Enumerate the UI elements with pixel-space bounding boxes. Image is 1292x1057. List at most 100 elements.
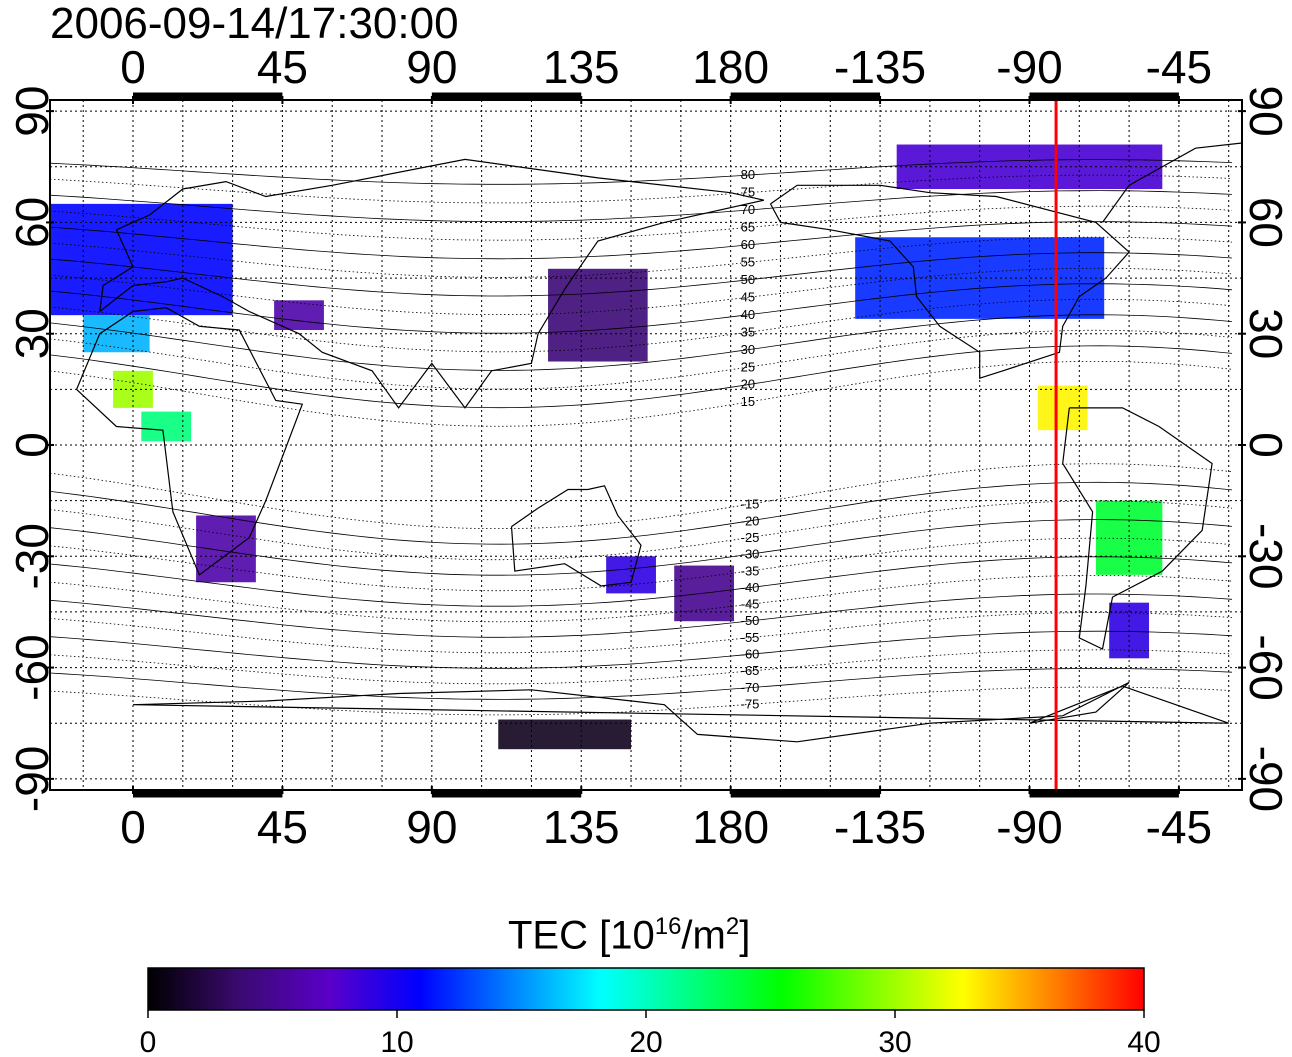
contour-labels: 80 75 70 65 60 55 50 45 40 35 30 25 20 15 -15-20 -25 -30…	[741, 167, 760, 711]
contour-line	[50, 667, 1233, 700]
contour-line	[50, 361, 1233, 427]
y-tick-label-left: -60	[6, 634, 58, 700]
contour-label: -40	[741, 580, 760, 595]
colorbar-label: 20	[629, 1026, 662, 1057]
contour-line	[50, 205, 1233, 241]
timestamp-title: 2006-09-14/17:30:00	[50, 0, 459, 48]
x-tick-label-bottom: -135	[834, 801, 926, 853]
contour-label: 40	[741, 307, 755, 322]
y-tick-label-right: -60	[1240, 634, 1292, 700]
contour-line	[50, 221, 1233, 260]
colorbar-label: 10	[380, 1026, 413, 1057]
coastlines	[76, 142, 1242, 743]
x-tick-label-top: 45	[257, 41, 308, 93]
contour-line	[50, 630, 1233, 669]
coastline	[1102, 142, 1242, 223]
y-tick-label-right: -30	[1240, 523, 1292, 589]
y-axis-left-ticks: 90 60 30 0 -30 -60 -90	[6, 86, 58, 813]
x-tick-label-bottom: 180	[692, 801, 769, 853]
x-tick-label-top: 180	[692, 41, 769, 93]
contour-label: -75	[741, 697, 760, 712]
frame-bars	[46, 92, 1246, 798]
colorbar-ticks: 0 10 20 30 40	[140, 1010, 1161, 1057]
tec-patch	[498, 719, 632, 750]
tec-patch	[1095, 500, 1163, 575]
x-tick-label-top: -135	[834, 41, 926, 93]
y-tick-label-left: 60	[6, 197, 58, 248]
coastline	[132, 681, 1229, 743]
contour-label: -35	[741, 563, 760, 578]
contour-line	[50, 345, 1233, 409]
x-tick-label-bottom: 0	[120, 801, 146, 853]
coastline	[1062, 407, 1213, 650]
contour-label: 50	[741, 272, 755, 287]
contour-line	[50, 481, 1233, 545]
x-tick-label-top: -45	[1146, 41, 1212, 93]
x-tick-label-top: 0	[120, 41, 146, 93]
y-tick-label-right: 30	[1240, 308, 1292, 359]
contour-line	[50, 190, 1233, 223]
contour-line	[50, 283, 1233, 334]
x-tick-label-bottom: 135	[543, 801, 620, 853]
x-tick-label-top: 90	[406, 41, 457, 93]
contour-line	[50, 314, 1233, 371]
y-tick-label-left: 90	[6, 86, 58, 137]
colorbar-title: TEC [1016/m2]	[508, 913, 751, 958]
contour-lines	[50, 159, 1233, 716]
x-tick-label-top: 135	[543, 41, 620, 93]
contour-label: -30	[741, 547, 760, 562]
x-axis-top-ticks: 0 45 90 135 180 -135 -90 -45	[120, 41, 1212, 93]
x-tick-label-bottom: 45	[257, 801, 308, 853]
tec-patch	[548, 268, 648, 362]
contour-label: -50	[741, 613, 760, 628]
y-tick-label-right: 0	[1240, 432, 1292, 458]
contour-label: 65	[741, 220, 755, 235]
tec-patch	[606, 556, 656, 594]
contour-line	[50, 575, 1233, 623]
y-tick-label-left: 30	[6, 308, 58, 359]
contour-line	[50, 649, 1233, 685]
contour-label: -70	[741, 680, 760, 695]
x-axis-bottom-ticks: 0 45 90 135 180 -135 -90 -45	[120, 801, 1212, 853]
x-tick-label-bottom: -90	[996, 801, 1062, 853]
x-tick-label-bottom: -45	[1146, 801, 1212, 853]
contour-line	[50, 556, 1233, 607]
contour-label: 70	[741, 202, 755, 217]
contour-label: 55	[741, 254, 755, 269]
y-tick-label-left: -90	[6, 746, 58, 812]
contour-label: 30	[741, 342, 755, 357]
colorbar-label: 30	[878, 1026, 911, 1057]
coastline	[76, 307, 304, 576]
contour-label: 25	[741, 359, 755, 374]
y-axis-right-ticks: 90 60 30 0 -30 -60 -90	[1240, 86, 1292, 813]
map-plot-area	[50, 100, 1242, 790]
contour-label: -65	[741, 663, 760, 678]
coastline	[510, 485, 642, 587]
contour-label: 75	[741, 185, 755, 200]
contour-line	[50, 463, 1233, 529]
contour-line	[50, 612, 1233, 654]
coastline	[99, 158, 765, 409]
y-tick-label-left: -30	[6, 523, 58, 589]
contour-label: 60	[741, 237, 755, 252]
y-tick-label-right: 60	[1240, 197, 1292, 248]
contour-line	[50, 267, 1233, 315]
contour-label: -45	[741, 597, 760, 612]
y-tick-label-left: 0	[6, 432, 58, 458]
tec-patch	[141, 411, 192, 442]
contour-label: -60	[741, 647, 760, 662]
tec-patch	[196, 515, 256, 583]
contour-line	[50, 686, 1233, 716]
grid-lines	[50, 100, 1242, 790]
contour-line	[50, 519, 1233, 576]
y-tick-label-right: 90	[1240, 86, 1292, 137]
contour-label: 80	[741, 167, 755, 182]
x-tick-label-top: -90	[996, 41, 1062, 93]
colorbar-label: 40	[1127, 1026, 1160, 1057]
contour-label: -25	[741, 530, 760, 545]
coastline	[769, 184, 1130, 380]
contour-label: -55	[741, 630, 760, 645]
contour-label: 35	[741, 324, 755, 339]
contour-label: 15	[741, 394, 755, 409]
